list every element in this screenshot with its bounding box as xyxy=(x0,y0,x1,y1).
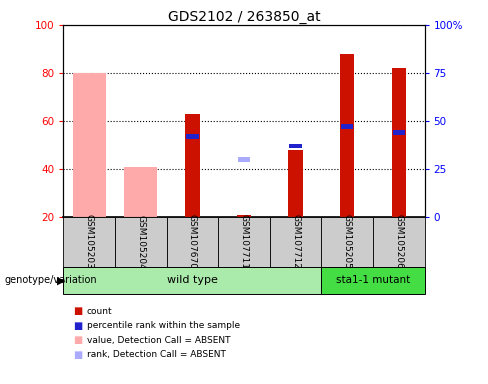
Bar xyxy=(322,267,425,294)
Bar xyxy=(185,114,200,217)
Bar xyxy=(322,217,373,267)
Bar xyxy=(270,217,322,267)
Text: ▶: ▶ xyxy=(57,275,66,285)
Text: ■: ■ xyxy=(73,306,82,316)
Text: sta1-1 mutant: sta1-1 mutant xyxy=(336,275,410,285)
Text: count: count xyxy=(87,306,113,316)
Bar xyxy=(115,217,166,267)
Bar xyxy=(63,217,115,267)
Bar xyxy=(124,167,157,217)
Bar xyxy=(166,217,218,267)
Title: GDS2102 / 263850_at: GDS2102 / 263850_at xyxy=(168,10,320,24)
Bar xyxy=(340,54,354,217)
Text: ■: ■ xyxy=(73,350,82,360)
Text: GSM105204: GSM105204 xyxy=(136,215,145,269)
Text: ■: ■ xyxy=(73,335,82,345)
Bar xyxy=(391,68,406,217)
Text: GSM105206: GSM105206 xyxy=(394,215,403,269)
Text: genotype/variation: genotype/variation xyxy=(5,275,98,285)
Bar xyxy=(238,157,250,162)
Bar xyxy=(288,150,303,217)
Text: value, Detection Call = ABSENT: value, Detection Call = ABSENT xyxy=(87,336,230,345)
Bar xyxy=(186,134,199,139)
Bar xyxy=(218,217,270,267)
Bar xyxy=(73,73,106,217)
Bar xyxy=(63,267,322,294)
Bar xyxy=(341,124,353,129)
Bar xyxy=(289,144,302,148)
Text: GSM105205: GSM105205 xyxy=(343,215,352,269)
Text: GSM105203: GSM105203 xyxy=(85,215,94,269)
Bar xyxy=(373,217,425,267)
Text: wild type: wild type xyxy=(167,275,218,285)
Text: ■: ■ xyxy=(73,321,82,331)
Text: rank, Detection Call = ABSENT: rank, Detection Call = ABSENT xyxy=(87,350,226,359)
Text: GSM107670: GSM107670 xyxy=(188,214,197,270)
Text: GSM107711: GSM107711 xyxy=(240,214,248,270)
Bar xyxy=(392,130,405,135)
Text: percentile rank within the sample: percentile rank within the sample xyxy=(87,321,240,330)
Text: GSM107712: GSM107712 xyxy=(291,215,300,269)
Bar xyxy=(237,215,251,217)
